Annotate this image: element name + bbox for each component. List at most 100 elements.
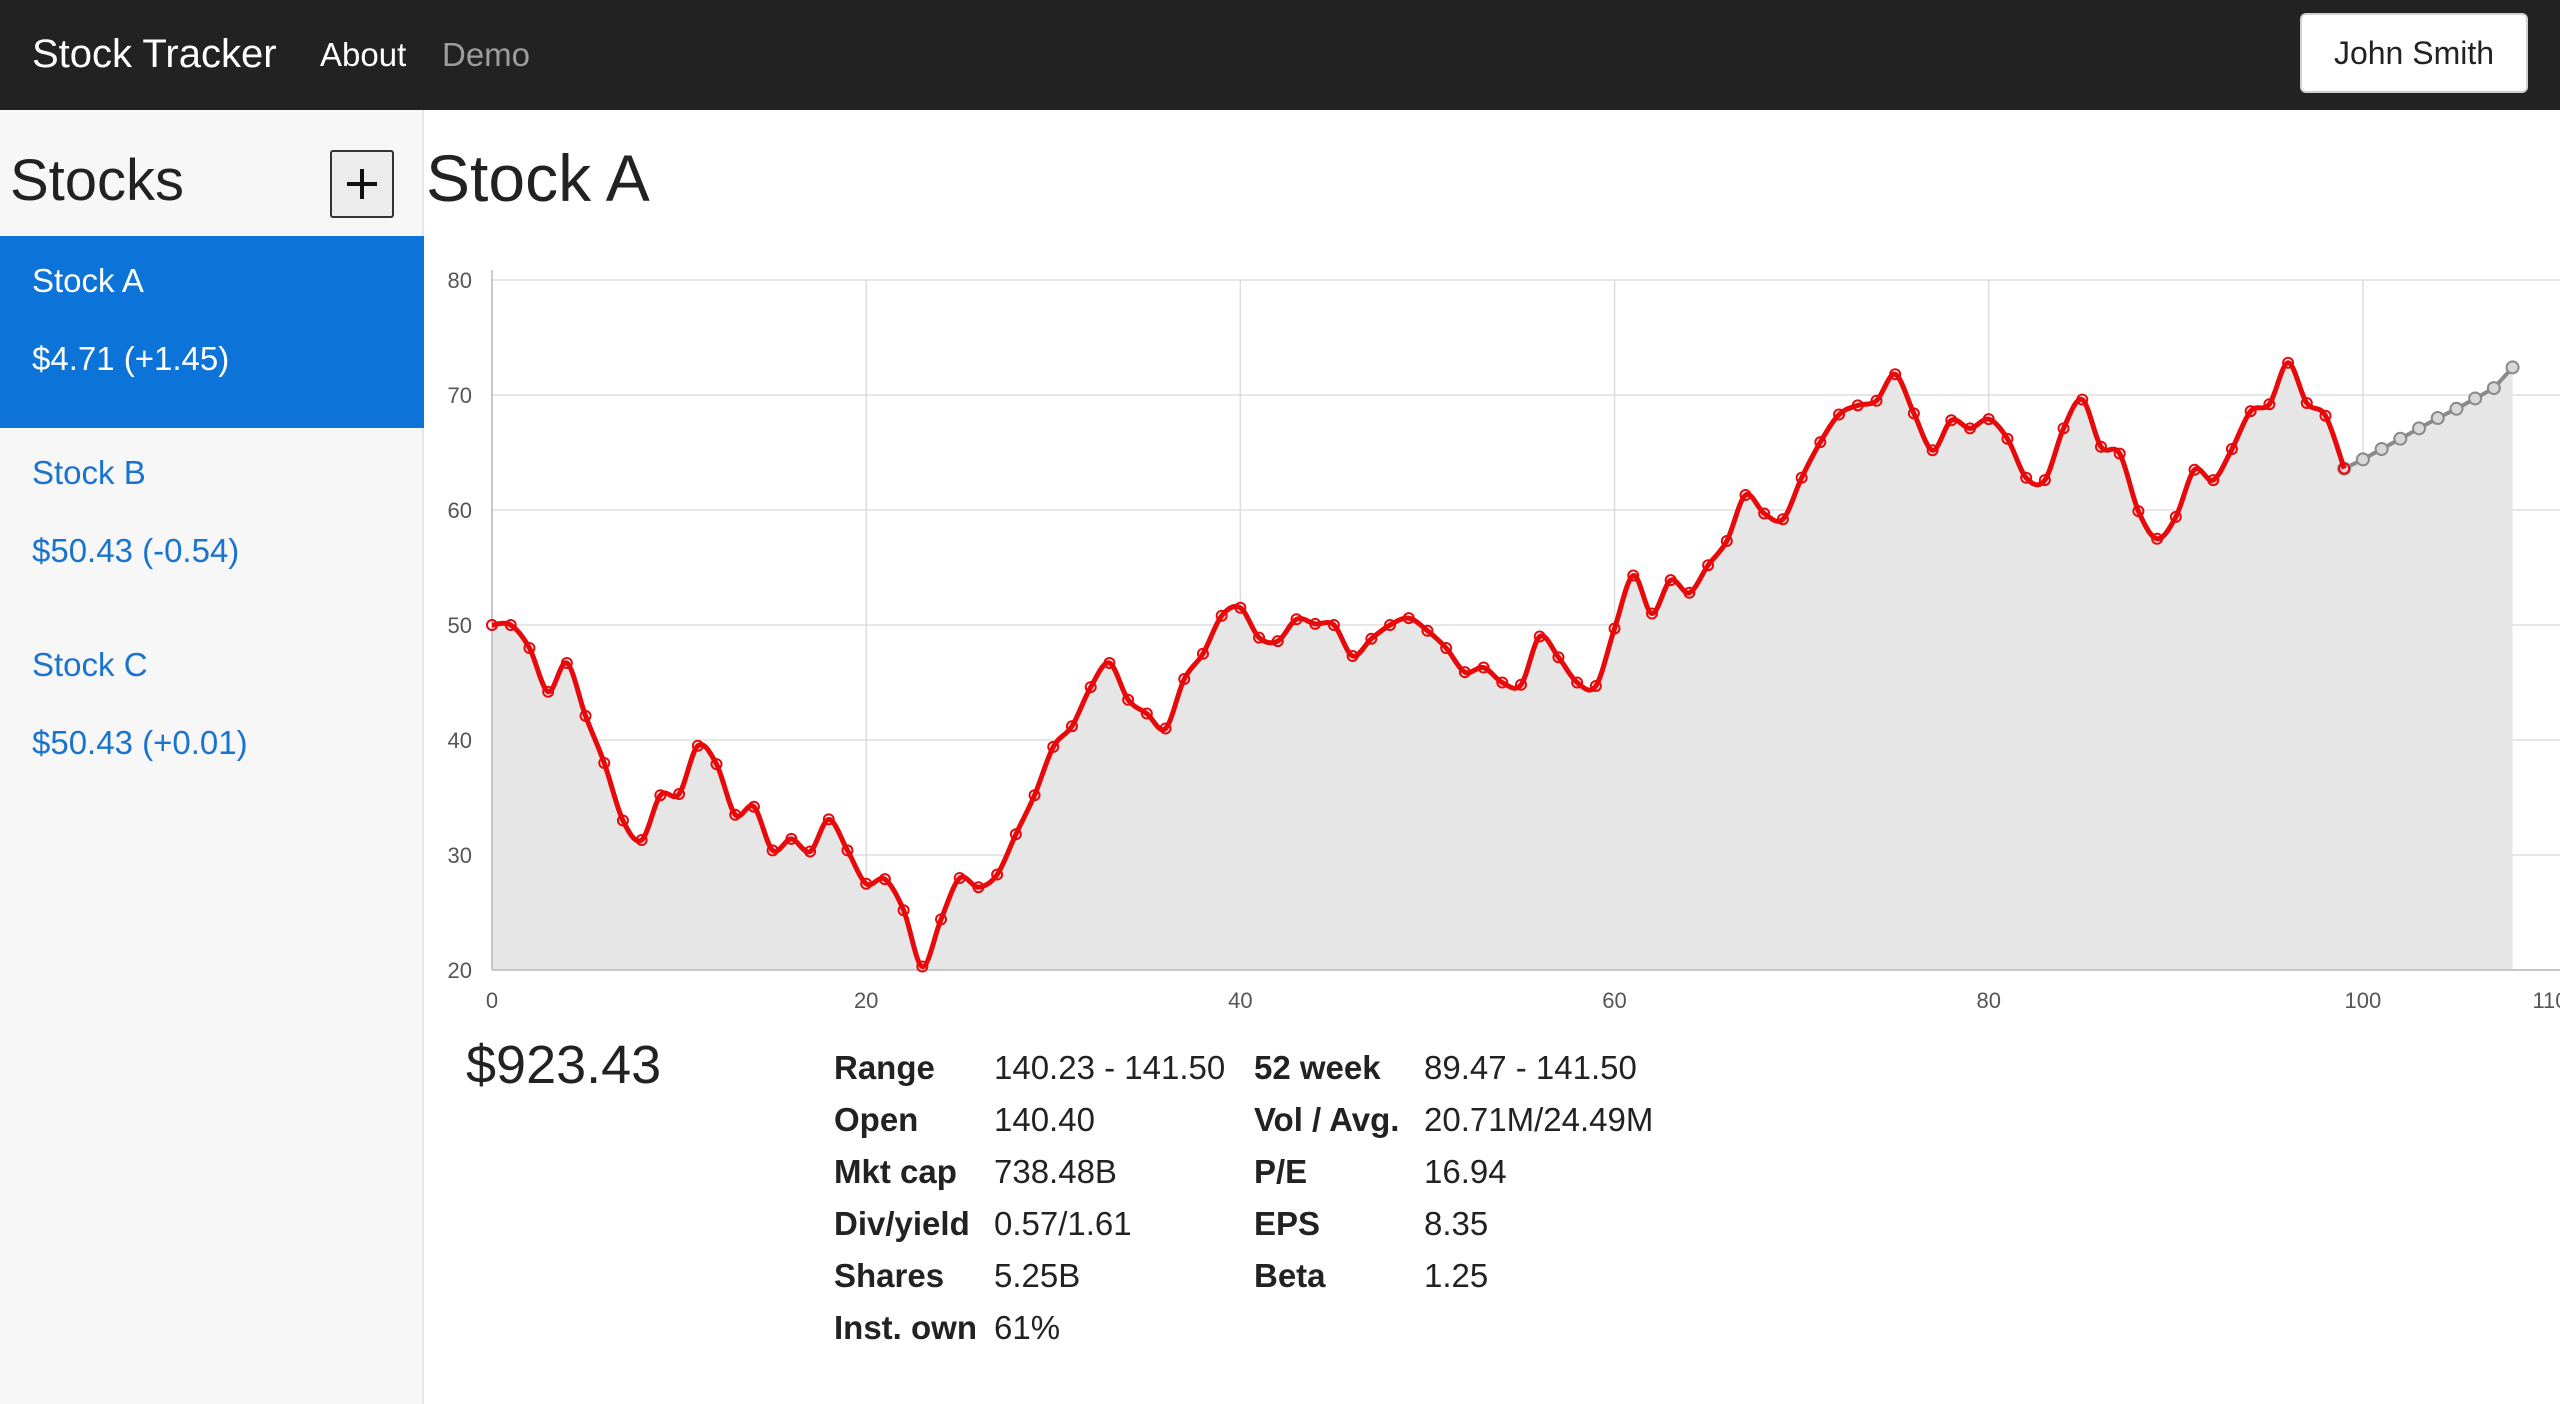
price-point bbox=[635, 834, 648, 847]
stat-label: Range bbox=[834, 1049, 935, 1086]
price-point bbox=[542, 685, 555, 698]
price-point bbox=[2319, 409, 2332, 422]
price-point bbox=[1889, 368, 1902, 381]
price-point bbox=[729, 808, 742, 821]
price-point bbox=[897, 904, 910, 917]
price-point bbox=[1776, 513, 1789, 526]
price-point bbox=[1851, 399, 1864, 412]
price-point bbox=[1103, 656, 1116, 669]
stat-label: Inst. own bbox=[834, 1309, 977, 1346]
price-point bbox=[504, 619, 517, 631]
price-point bbox=[579, 709, 592, 722]
stock-item-a[interactable]: Stock A $4.71 (+1.45) bbox=[0, 236, 424, 428]
price-point bbox=[1196, 647, 1209, 660]
stat-value: 16.94 bbox=[1424, 1153, 1507, 1190]
price-point bbox=[1552, 651, 1565, 664]
price-point bbox=[878, 873, 891, 886]
price-point bbox=[1065, 720, 1078, 733]
price-point bbox=[560, 656, 573, 669]
price-point bbox=[1458, 666, 1471, 679]
price-point bbox=[1327, 619, 1340, 631]
price-point bbox=[1440, 642, 1453, 654]
stat-label: Div/yield bbox=[834, 1205, 970, 1242]
price-point bbox=[523, 642, 536, 654]
stock-item-c[interactable]: Stock C $50.43 (+0.01) bbox=[0, 620, 424, 812]
stat-value: 89.47 - 141.50 bbox=[1424, 1049, 1637, 1086]
price-point bbox=[2338, 462, 2351, 475]
price-point bbox=[2225, 443, 2238, 456]
price-point bbox=[1028, 789, 1041, 802]
price-point bbox=[935, 913, 948, 926]
price-point bbox=[598, 757, 611, 769]
price-point bbox=[747, 800, 760, 813]
price-point bbox=[1047, 740, 1060, 753]
y-tick-label: 60 bbox=[448, 498, 472, 523]
y-tick-label: 80 bbox=[448, 268, 472, 293]
user-menu-button[interactable]: John Smith bbox=[2300, 13, 2528, 93]
navbar: Stock Tracker About Demo John Smith bbox=[0, 0, 2560, 110]
price-point bbox=[1140, 707, 1153, 720]
price-point bbox=[2244, 405, 2257, 418]
stat-value: 8.35 bbox=[1424, 1205, 1489, 1242]
stat-label: Shares bbox=[834, 1257, 945, 1294]
sidebar-title: Stocks bbox=[10, 148, 185, 213]
forecast-point bbox=[2374, 442, 2389, 457]
price-point bbox=[2132, 505, 2145, 518]
price-point bbox=[1982, 413, 1995, 426]
nav-demo-link[interactable]: Demo bbox=[442, 36, 531, 73]
stat-value: 1.25 bbox=[1424, 1257, 1489, 1294]
price-point bbox=[1515, 678, 1527, 691]
price-point bbox=[1365, 632, 1378, 645]
price-point bbox=[972, 881, 985, 894]
price-point bbox=[616, 814, 629, 827]
forecast-point bbox=[2449, 401, 2464, 416]
price-point bbox=[654, 789, 667, 802]
price-point bbox=[673, 788, 686, 801]
price-point bbox=[1702, 559, 1715, 572]
sidebar: Stocks Stock A $4.71 (+1.45) Stock B $50… bbox=[0, 110, 424, 1404]
stat-label: P/E bbox=[1254, 1153, 1308, 1190]
price-point bbox=[1645, 607, 1658, 620]
price-point bbox=[2057, 422, 2070, 435]
stat-value: 5.25B bbox=[994, 1257, 1081, 1294]
stock-item-b[interactable]: Stock B $50.43 (-0.54) bbox=[0, 428, 424, 620]
stat-label: EPS bbox=[1254, 1205, 1321, 1242]
price-point bbox=[2282, 356, 2295, 369]
forecast-point bbox=[2486, 381, 2501, 396]
price-point bbox=[785, 832, 798, 845]
y-tick-label: 20 bbox=[448, 958, 472, 983]
price-point bbox=[1009, 828, 1022, 841]
price-point bbox=[2020, 471, 2033, 484]
stat-value: 20.71M/24.49M bbox=[1424, 1101, 1654, 1138]
x-tick-label: 100 bbox=[2345, 988, 2382, 1013]
forecast-point bbox=[2393, 431, 2408, 446]
stat-label: 52 week bbox=[1254, 1049, 1381, 1086]
price-point bbox=[1907, 407, 1920, 420]
stat-value: 140.40 bbox=[994, 1101, 1095, 1138]
stat-label: Mkt cap bbox=[834, 1153, 957, 1190]
forecast-point bbox=[2505, 360, 2520, 375]
price-point bbox=[1964, 422, 1977, 435]
price-point bbox=[1309, 617, 1322, 630]
stat-value: 738.48B bbox=[994, 1153, 1117, 1190]
price-point bbox=[1178, 673, 1191, 686]
price-point bbox=[1571, 676, 1584, 689]
price-point bbox=[822, 813, 835, 826]
price-point bbox=[1384, 619, 1397, 631]
stat-value: 140.23 - 141.50 bbox=[994, 1049, 1226, 1086]
nav-about-link[interactable]: About bbox=[320, 36, 407, 73]
price-point bbox=[2113, 447, 2126, 460]
stat-label: Open bbox=[834, 1101, 919, 1138]
stock-name: Stock A bbox=[32, 262, 144, 299]
price-point bbox=[860, 877, 873, 890]
price-point bbox=[1215, 609, 1228, 622]
add-stock-button[interactable] bbox=[330, 150, 394, 218]
forecast-line bbox=[2343, 366, 2515, 471]
price-point bbox=[1122, 693, 1135, 706]
brand-link[interactable]: Stock Tracker bbox=[32, 32, 277, 76]
x-tick-label: 0 bbox=[486, 988, 498, 1013]
stat-label: Beta bbox=[1254, 1257, 1326, 1294]
forecast-point bbox=[2412, 421, 2427, 436]
price-point bbox=[1720, 535, 1733, 548]
price-area bbox=[492, 362, 2513, 970]
